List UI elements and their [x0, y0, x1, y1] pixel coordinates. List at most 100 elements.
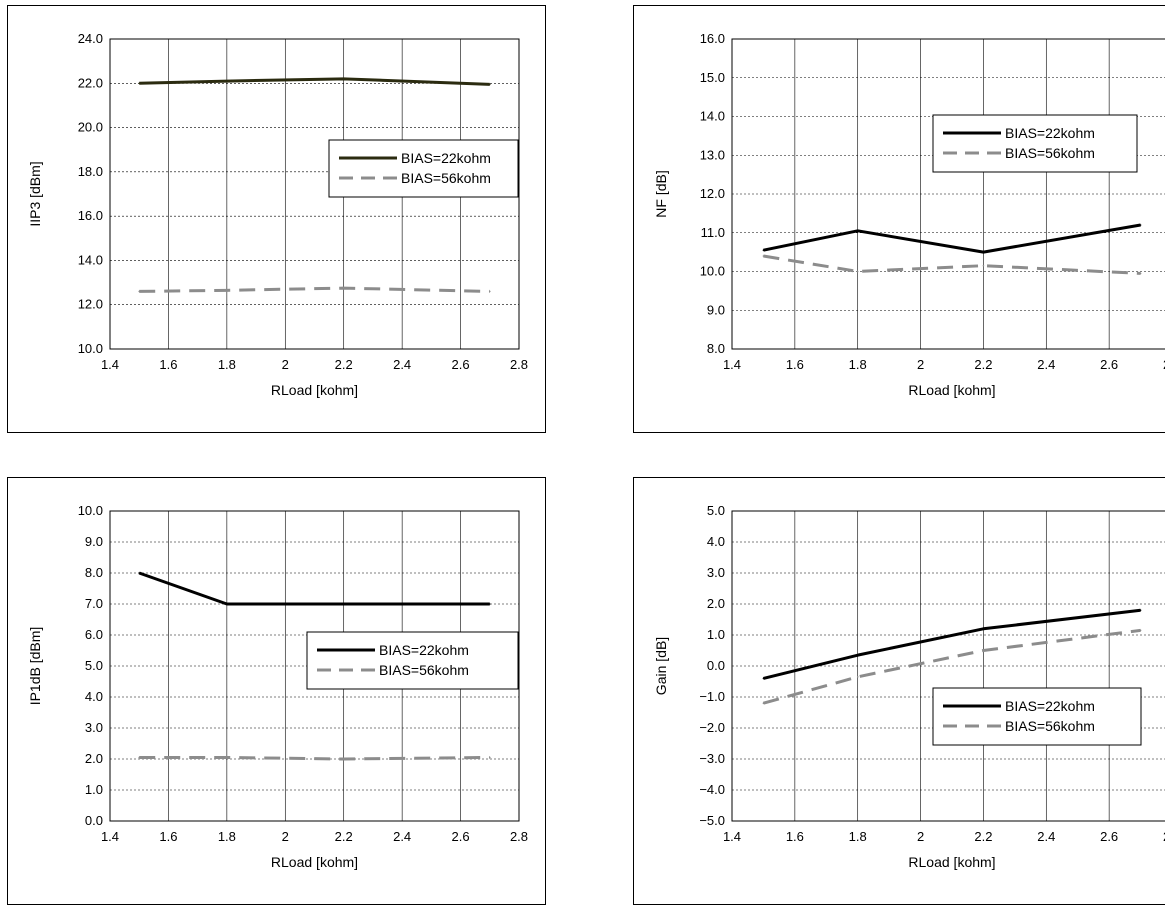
- legend-entry: BIAS=22kohm: [1005, 698, 1095, 714]
- legend-entry: BIAS=56kohm: [379, 662, 469, 678]
- series-line-bias-56kohm: [763, 254, 1141, 275]
- x-tick-label: 2.8: [1163, 829, 1165, 844]
- x-tick-label: 2.6: [1100, 829, 1118, 844]
- legend-entry: BIAS=22kohm: [1005, 125, 1095, 141]
- y-tick-label: 0.0: [85, 813, 103, 828]
- iip3-chart: 1.4 1.6 1.8 2 2.2 2.4 2.6 2.8 10.0 12.0 14.0 16.0 18…: [27, 31, 528, 398]
- x-tick-label: 2: [917, 357, 924, 372]
- y-tick-label: 2.0: [85, 751, 103, 766]
- y-tick-label: 16.0: [700, 31, 725, 46]
- y-tick-label: 8.0: [85, 565, 103, 580]
- legend-entry: BIAS=56kohm: [1005, 718, 1095, 734]
- x-tick-label: 2.8: [510, 829, 528, 844]
- x-tick-label: 1.6: [786, 829, 804, 844]
- data-point: [762, 249, 765, 251]
- series-line-bias-22kohm: [139, 77, 490, 86]
- data-point: [226, 80, 228, 82]
- y-tick-label: −2.0: [699, 720, 725, 735]
- data-point: [342, 78, 345, 80]
- y-axis-label: IP1dB [dBm]: [27, 627, 43, 706]
- y-tick-label: 18.0: [78, 164, 103, 179]
- y-axis-label: Gain [dB]: [653, 637, 669, 695]
- data-point: [138, 290, 141, 293]
- y-tick-label: 16.0: [78, 208, 103, 223]
- legend-entry: BIAS=22kohm: [379, 642, 469, 658]
- iip3-chart-panel: 1.4 1.6 1.8 2 2.2 2.4 2.6 2.8 10.0 12.0 14.0 16.0 18…: [7, 5, 546, 433]
- x-tick-label: 1.8: [849, 829, 867, 844]
- data-point: [226, 289, 228, 292]
- x-axis-label: RLoad [kohm]: [908, 382, 995, 398]
- legend: [328, 139, 519, 198]
- y-tick-label: 15.0: [700, 70, 725, 85]
- y-tick-label: 9.0: [85, 534, 103, 549]
- y-tick-label: −4.0: [699, 782, 725, 797]
- y-tick-label: 1.0: [707, 627, 725, 642]
- nf-chart: 1.4 1.6 1.8 2 2.2 2.4 2.6 2.8 8.0 9.0 10.0 11.0 12.0…: [653, 31, 1165, 398]
- x-tick-label: 2.2: [335, 829, 353, 844]
- data-point: [138, 756, 141, 759]
- ip1db-chart: 1.4 1.6 1.8 2 2.2 2.4 2.6 2.8 0.0 1.0 2.0 3.0 4.0 5.0…: [27, 503, 528, 870]
- data-point: [982, 628, 985, 630]
- series-line-bias-22kohm: [138, 571, 490, 606]
- data-point: [1139, 224, 1142, 226]
- y-tick-label: −5.0: [699, 813, 725, 828]
- y-tick-label: 9.0: [707, 302, 725, 317]
- y-tick-label: 20.0: [78, 120, 103, 135]
- data-point: [488, 756, 491, 759]
- x-tick-label: 1.8: [218, 357, 236, 372]
- x-tick-label: 2: [917, 829, 924, 844]
- x-tick-label: 2: [282, 357, 289, 372]
- series-line-bias-22kohm: [763, 223, 1141, 254]
- x-tick-label: 2.2: [335, 357, 353, 372]
- data-point: [762, 255, 765, 257]
- x-tick-label: 1.4: [723, 357, 741, 372]
- data-point: [856, 230, 859, 232]
- y-tick-label: 2.0: [707, 596, 725, 611]
- x-tick-label: 2.8: [1163, 357, 1165, 372]
- data-point: [856, 654, 859, 656]
- data-point: [1139, 629, 1142, 632]
- data-point: [762, 677, 765, 680]
- y-tick-label: 24.0: [78, 31, 103, 46]
- data-point: [342, 758, 345, 760]
- x-tick-label: 1.6: [159, 357, 177, 372]
- gain-chart-panel: 1.4 1.6 1.8 2 2.2 2.4 2.6 2.8 −5.0 −4.0 −3.0 −2.0 −1…: [633, 477, 1165, 905]
- data-point: [762, 702, 765, 704]
- legend: [306, 631, 519, 690]
- data-point: [1139, 609, 1142, 611]
- series-line-bias-56kohm: [139, 755, 490, 761]
- x-tick-label: 2.6: [452, 829, 470, 844]
- y-tick-label: 1.0: [85, 782, 103, 797]
- legend-entry: BIAS=56kohm: [1005, 145, 1095, 161]
- data-point: [488, 83, 491, 86]
- x-tick-label: 2.4: [1037, 357, 1055, 372]
- series-line-bias-56kohm: [763, 628, 1141, 705]
- x-tick-label: 1.6: [159, 829, 177, 844]
- y-tick-label: 14.0: [78, 252, 103, 267]
- x-tick-label: 2.2: [974, 357, 992, 372]
- gain-chart: 1.4 1.6 1.8 2 2.2 2.4 2.6 2.8 −5.0 −4.0 −3.0 −2.0 −1…: [653, 503, 1165, 870]
- x-tick-label: 2: [282, 829, 289, 844]
- y-tick-label: 13.0: [700, 147, 725, 162]
- y-tick-label: 4.0: [85, 689, 103, 704]
- y-tick-label: 3.0: [85, 720, 103, 735]
- y-tick-label: 22.0: [78, 75, 103, 90]
- data-point: [226, 756, 228, 759]
- x-axis-label: RLoad [kohm]: [908, 854, 995, 870]
- y-tick-label: 4.0: [707, 534, 725, 549]
- y-tick-label: 7.0: [85, 596, 103, 611]
- data-point: [488, 290, 491, 293]
- y-tick-label: −3.0: [699, 751, 725, 766]
- data-point: [342, 287, 345, 289]
- y-tick-label: 12.0: [78, 297, 103, 312]
- x-tick-label: 2.2: [974, 829, 992, 844]
- y-tick-label: 5.0: [707, 503, 725, 518]
- data-point: [226, 603, 228, 605]
- nf-chart-panel: 1.4 1.6 1.8 2 2.2 2.4 2.6 2.8 8.0 9.0 10.0 11.0 12.0…: [633, 5, 1165, 433]
- legend-entry: BIAS=56kohm: [401, 170, 491, 186]
- x-tick-label: 1.4: [101, 357, 119, 372]
- data-point: [342, 603, 345, 605]
- data-point: [982, 649, 985, 652]
- y-tick-label: 0.0: [707, 658, 725, 673]
- data-point: [1139, 272, 1142, 275]
